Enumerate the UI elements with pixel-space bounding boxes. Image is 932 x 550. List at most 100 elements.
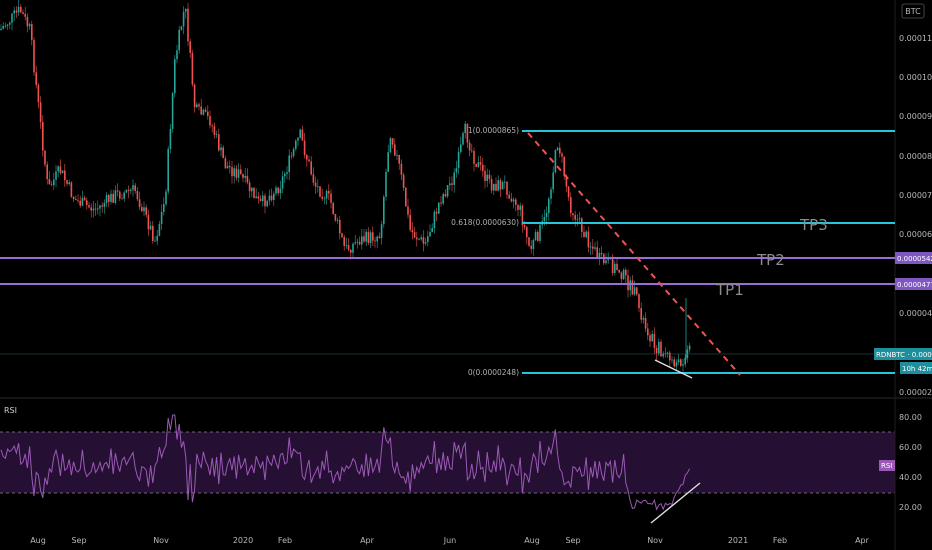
candle-body (176, 50, 178, 60)
candle-body (226, 165, 229, 169)
candle-body (24, 13, 26, 17)
candle-body (213, 126, 216, 135)
rsi-title[interactable]: RSI (4, 406, 17, 415)
price-tick: 0.0001100 (899, 34, 932, 43)
candle-body (295, 140, 297, 150)
candle-body (356, 241, 359, 243)
candle-body (154, 240, 156, 242)
candle-body (380, 224, 383, 239)
candle-body (77, 200, 79, 201)
price-axis[interactable]: 0.0001100 0.0001000 0.0000900 0.0000800 … (899, 34, 932, 397)
candle-body (431, 228, 433, 233)
candle-body (343, 237, 345, 246)
candle-body (660, 341, 662, 357)
time-tick: Apr (855, 536, 870, 545)
candle-body (180, 26, 183, 30)
candle-body (284, 173, 286, 177)
candle-body (545, 213, 548, 218)
candle-body (125, 189, 128, 193)
candle-body (688, 345, 691, 350)
candle-body (673, 359, 675, 367)
candle-body (497, 180, 499, 191)
candle-body (240, 169, 242, 175)
candle-body (55, 171, 57, 180)
target-label-tp2: TP2 (756, 251, 785, 269)
countdown-tag: 10h 42m 08 (902, 365, 932, 373)
rsi-tick: 80.00 (899, 413, 922, 422)
candle-body (9, 22, 11, 25)
candle-body (108, 195, 110, 202)
candle-body (79, 200, 81, 206)
candle-body (521, 205, 524, 226)
candle-body (539, 224, 541, 242)
candle-body (332, 202, 334, 214)
candle-body (433, 211, 436, 229)
candle-body (435, 211, 438, 214)
time-tick: Aug (524, 536, 540, 545)
candle-body (607, 259, 609, 261)
candle-body (495, 183, 497, 191)
candle-body (444, 194, 447, 197)
candle-body (363, 236, 365, 242)
candle-body (105, 195, 108, 203)
candle-body (594, 247, 596, 249)
candle-body (66, 180, 68, 184)
candle-body (48, 179, 51, 185)
time-axis[interactable]: Aug Sep Nov 2020 Feb Apr Jun Aug Sep Nov… (30, 536, 869, 545)
candle-body (620, 272, 623, 279)
candle-body (42, 122, 44, 151)
candle-body (429, 232, 431, 237)
candle-body (350, 249, 352, 253)
price-tag-0000542: 0.0000542 (897, 255, 932, 263)
candle-body (475, 163, 477, 167)
candle-body (257, 196, 260, 199)
candle-body (202, 109, 205, 115)
candle-body (565, 175, 568, 187)
candle-body (407, 206, 409, 215)
candle-body (389, 138, 392, 153)
candle-body (669, 352, 671, 361)
candle-body (86, 200, 88, 206)
candle-body (651, 333, 653, 342)
candle-body (449, 183, 451, 186)
candle-body (92, 208, 95, 211)
candle-body (396, 155, 398, 156)
candle-body (563, 156, 565, 176)
candle-body (145, 207, 147, 215)
candle-body (152, 225, 154, 241)
candle-body (515, 199, 517, 205)
candle-body (268, 195, 271, 201)
candle-body (169, 128, 172, 149)
candle-body (378, 236, 381, 239)
candle-body (130, 189, 132, 191)
candle-body (116, 190, 119, 192)
candle-body (314, 182, 317, 187)
candle-body (567, 186, 570, 198)
price-tick: 0.0001000 (899, 73, 932, 82)
candle-body (242, 174, 244, 178)
candle-body (64, 170, 66, 181)
candle-body (468, 142, 471, 151)
countdown-tag-box (900, 362, 932, 374)
candle-body (336, 220, 339, 221)
symbol-badge: BTC (905, 7, 921, 16)
candle-body (308, 159, 310, 162)
candle-body (548, 198, 550, 214)
symbol-badge-box[interactable] (901, 3, 925, 19)
downtrend-dashed-line[interactable] (527, 132, 741, 376)
candle-body (530, 245, 532, 249)
candle-body (570, 197, 572, 214)
price-support-line[interactable] (654, 359, 693, 379)
candle-body (114, 190, 117, 203)
candle-body (13, 10, 15, 14)
candle-body (455, 168, 458, 173)
rsi-divergence-line[interactable] (650, 482, 701, 524)
candle-body (244, 175, 246, 178)
candle-body (229, 165, 231, 168)
candle-body (99, 205, 101, 209)
candle-body (352, 243, 354, 253)
candle-body (141, 206, 143, 212)
time-tick: Feb (278, 536, 292, 545)
time-tick: Nov (153, 536, 169, 545)
